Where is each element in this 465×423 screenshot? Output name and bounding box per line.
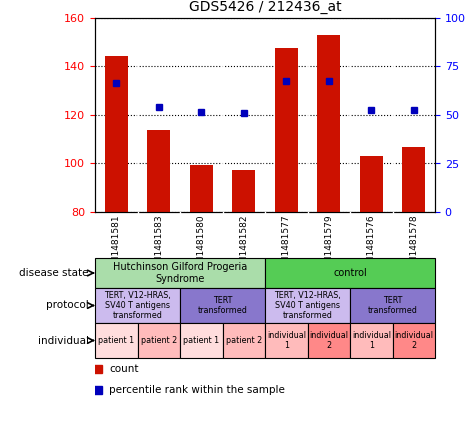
Title: GDS5426 / 212436_at: GDS5426 / 212436_at xyxy=(189,0,341,14)
Text: TERT
transformed: TERT transformed xyxy=(198,296,247,315)
Text: individual
1: individual 1 xyxy=(352,331,391,350)
Text: protocol: protocol xyxy=(46,300,89,310)
Text: GSM1481579: GSM1481579 xyxy=(324,214,333,275)
Bar xyxy=(402,146,425,212)
Text: GSM1481577: GSM1481577 xyxy=(282,214,291,275)
Text: control: control xyxy=(333,268,367,278)
Text: TERT, V12-HRAS,
SV40 T antigens
transformed: TERT, V12-HRAS, SV40 T antigens transfor… xyxy=(274,291,341,320)
Bar xyxy=(222,323,265,358)
Text: disease state: disease state xyxy=(19,268,89,278)
Bar xyxy=(232,170,255,212)
Bar xyxy=(190,165,213,212)
Text: GSM1481582: GSM1481582 xyxy=(239,214,248,275)
Bar xyxy=(265,323,307,358)
Text: TERT, V12-HRAS,
SV40 T antigens
transformed: TERT, V12-HRAS, SV40 T antigens transfor… xyxy=(104,291,171,320)
Text: patient 1: patient 1 xyxy=(183,336,219,345)
Text: GSM1481578: GSM1481578 xyxy=(409,214,418,275)
Bar xyxy=(350,288,435,323)
Bar xyxy=(95,323,138,358)
Bar xyxy=(138,323,180,358)
Text: count: count xyxy=(109,363,139,374)
Bar xyxy=(265,258,435,288)
Bar xyxy=(180,323,222,358)
Text: GSM1481583: GSM1481583 xyxy=(154,214,163,275)
Text: individual
1: individual 1 xyxy=(267,331,306,350)
Bar xyxy=(95,258,265,288)
Bar xyxy=(274,48,298,212)
Bar xyxy=(105,55,128,212)
Text: percentile rank within the sample: percentile rank within the sample xyxy=(109,385,285,395)
Text: patient 2: patient 2 xyxy=(226,336,262,345)
Text: patient 2: patient 2 xyxy=(140,336,177,345)
Bar xyxy=(359,156,383,212)
Text: TERT
transformed: TERT transformed xyxy=(367,296,418,315)
Text: individual
2: individual 2 xyxy=(309,331,348,350)
Text: individual
2: individual 2 xyxy=(394,331,433,350)
Bar xyxy=(392,323,435,358)
Bar xyxy=(265,288,350,323)
Text: patient 1: patient 1 xyxy=(98,336,134,345)
Bar xyxy=(317,35,340,212)
Bar xyxy=(180,288,265,323)
Text: Hutchinson Gilford Progeria
Syndrome: Hutchinson Gilford Progeria Syndrome xyxy=(113,262,247,284)
Bar xyxy=(147,129,171,212)
Bar xyxy=(95,288,180,323)
Text: GSM1481576: GSM1481576 xyxy=(367,214,376,275)
Text: GSM1481580: GSM1481580 xyxy=(197,214,206,275)
Bar xyxy=(350,323,392,358)
Text: GSM1481581: GSM1481581 xyxy=(112,214,121,275)
Bar xyxy=(307,323,350,358)
Text: individual: individual xyxy=(38,335,89,346)
